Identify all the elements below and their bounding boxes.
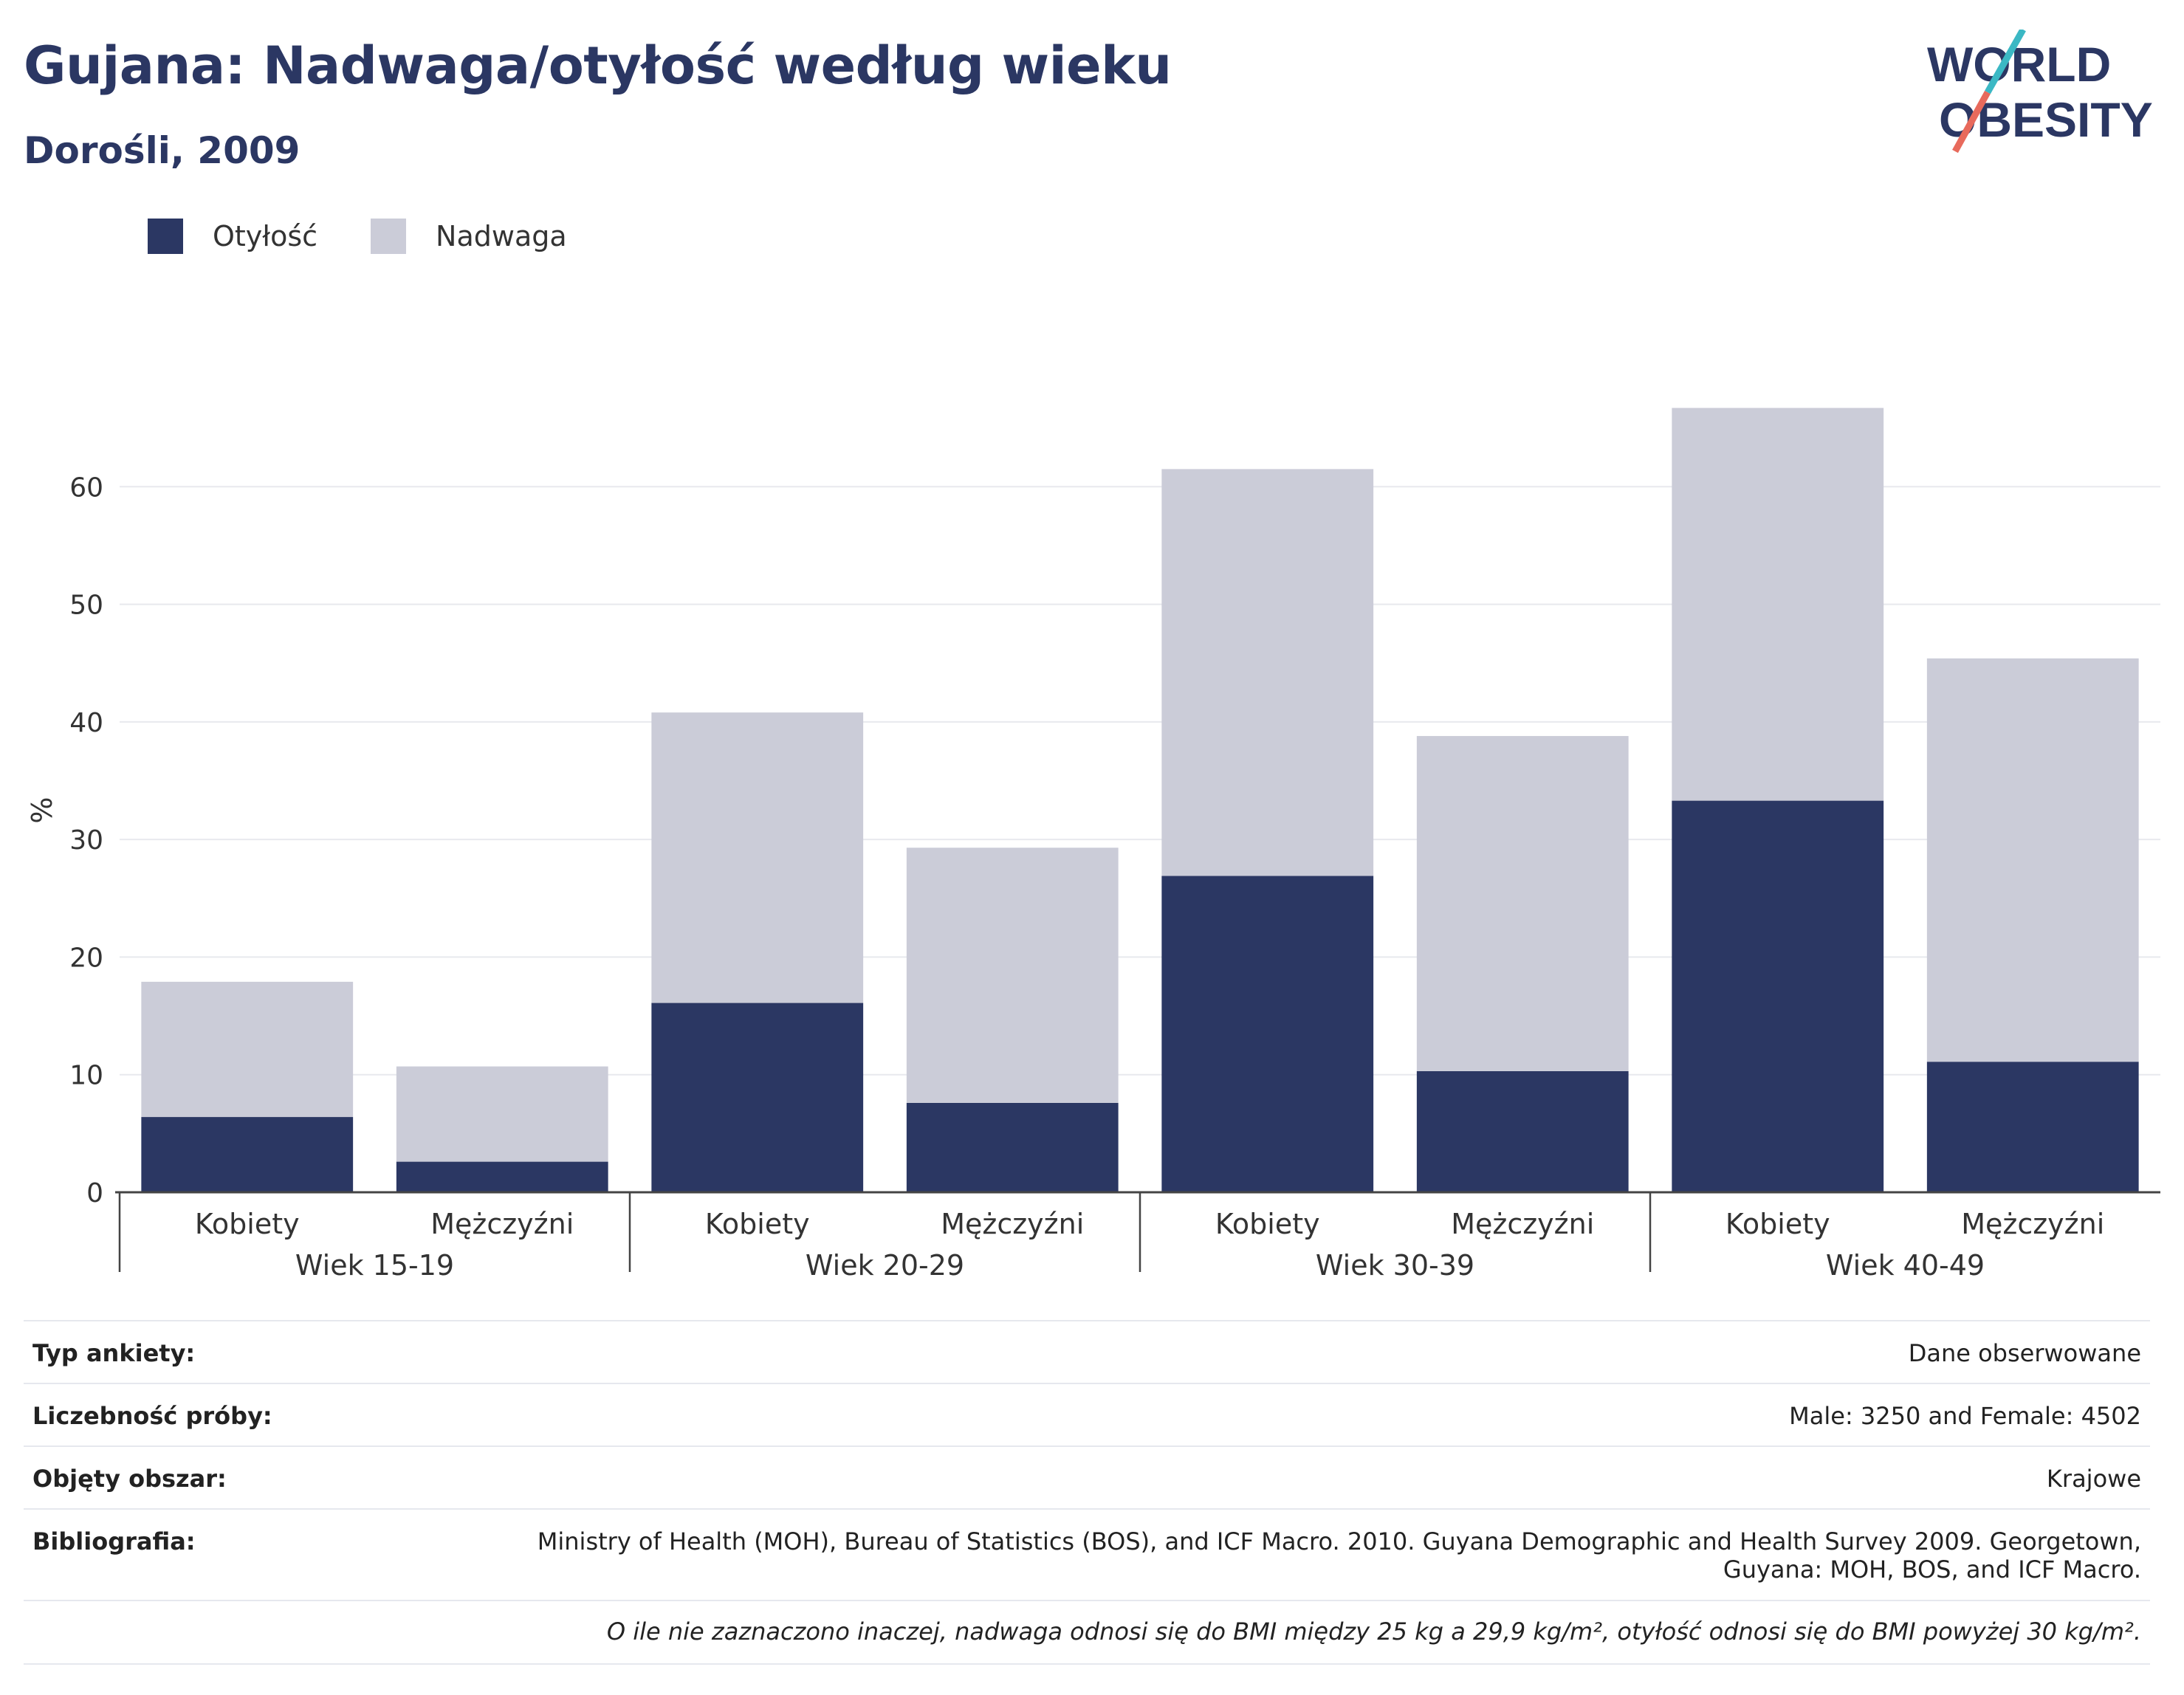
x-group-label: Wiek 40-49: [1826, 1249, 1985, 1282]
y-tick-label: 30: [69, 825, 103, 856]
stacked-bar-chart: 0 10 20 30 40 50 60% Kobiety Mężczyźni Wiek 15-19…: [26, 408, 2160, 1282]
meta-value: Krajowe: [2046, 1465, 2141, 1493]
x-tick-label: Mężczyźni: [1961, 1208, 2104, 1240]
bar-obesity: [141, 1117, 354, 1192]
chart-legend: Otyłość Nadwaga: [148, 219, 620, 254]
bibliography-line-2: Guyana: MOH, BOS, and ICF Macro.: [1723, 1555, 2141, 1584]
bmi-footnote: O ile nie zaznaczono inaczej, nadwaga od…: [24, 1600, 2150, 1665]
x-tick-label: Mężczyźni: [1451, 1208, 1594, 1240]
bar-overweight: [1926, 658, 2139, 1062]
bar-overweight: [1161, 469, 1374, 876]
x-tick-label: Kobiety: [1215, 1208, 1320, 1240]
bibliography-line-1: Ministry of Health (MOH), Bureau of Stat…: [537, 1527, 2141, 1555]
bar-obesity: [1161, 876, 1374, 1192]
y-tick-label: 50: [69, 591, 103, 621]
legend-label-obesity: Otyłość: [213, 220, 318, 252]
world-obesity-logo: WORLD OBESITY: [1927, 30, 2153, 154]
bar-overweight: [1672, 408, 1884, 801]
bar-obesity: [396, 1161, 608, 1192]
x-tick-label: Kobiety: [1725, 1208, 1830, 1240]
legend-swatch-overweight: [371, 219, 407, 254]
meta-label: Typ ankiety:: [32, 1339, 196, 1367]
x-tick-label: Mężczyźni: [941, 1208, 1084, 1240]
meta-label: Objęty obszar:: [32, 1465, 227, 1493]
bar-overweight: [396, 1066, 608, 1162]
y-tick-label: 0: [86, 1178, 103, 1208]
y-tick-label: 60: [69, 472, 103, 503]
x-group-label: Wiek 20-29: [806, 1249, 964, 1282]
meta-value: Dane obserwowane: [1908, 1339, 2141, 1367]
bar-obesity: [1416, 1070, 1629, 1192]
y-tick-label: 20: [69, 943, 103, 973]
bar-obesity: [1672, 800, 1884, 1192]
x-group-label: Wiek 30-39: [1316, 1249, 1474, 1282]
meta-row-bibliography: Bibliografia: Ministry of Health (MOH), …: [24, 1508, 2150, 1600]
meta-row-sample-size: Liczebność próby: Male: 3250 and Female:…: [24, 1383, 2150, 1445]
page-subtitle: Dorośli, 2009: [24, 129, 301, 172]
page-title: Gujana: Nadwaga/otyłość według wieku: [24, 35, 1172, 96]
y-tick-label: 40: [69, 708, 103, 738]
x-tick-label: Mężczyźni: [430, 1208, 574, 1240]
y-axis-label: %: [26, 797, 58, 823]
x-group-label: Wiek 15-19: [295, 1249, 454, 1282]
meta-value: Ministry of Health (MOH), Bureau of Stat…: [538, 1527, 2141, 1584]
bar-obesity: [906, 1102, 1119, 1192]
legend-label-overweight: Nadwaga: [436, 220, 567, 252]
meta-value: Male: 3250 and Female: 4502: [1789, 1402, 2141, 1430]
legend-swatch-obesity: [148, 219, 183, 254]
bar-overweight: [651, 712, 864, 1003]
bar-obesity: [651, 1003, 864, 1192]
meta-label: Bibliografia:: [32, 1527, 196, 1555]
x-tick-label: Kobiety: [705, 1208, 810, 1240]
survey-metadata: Typ ankiety: Dane obserwowane Liczebność…: [24, 1320, 2150, 1665]
meta-label: Liczebność próby:: [32, 1402, 272, 1430]
meta-row-survey-type: Typ ankiety: Dane obserwowane: [24, 1320, 2150, 1383]
svg-text:WORLD: WORLD: [1927, 37, 2111, 92]
meta-row-area: Objęty obszar: Krajowe: [24, 1445, 2150, 1508]
bar-obesity: [1926, 1062, 2139, 1192]
y-tick-label: 10: [69, 1061, 103, 1091]
x-tick-label: Kobiety: [195, 1208, 300, 1240]
bar-overweight: [1416, 735, 1629, 1071]
bar-overweight: [141, 981, 354, 1118]
bar-overweight: [906, 848, 1119, 1103]
